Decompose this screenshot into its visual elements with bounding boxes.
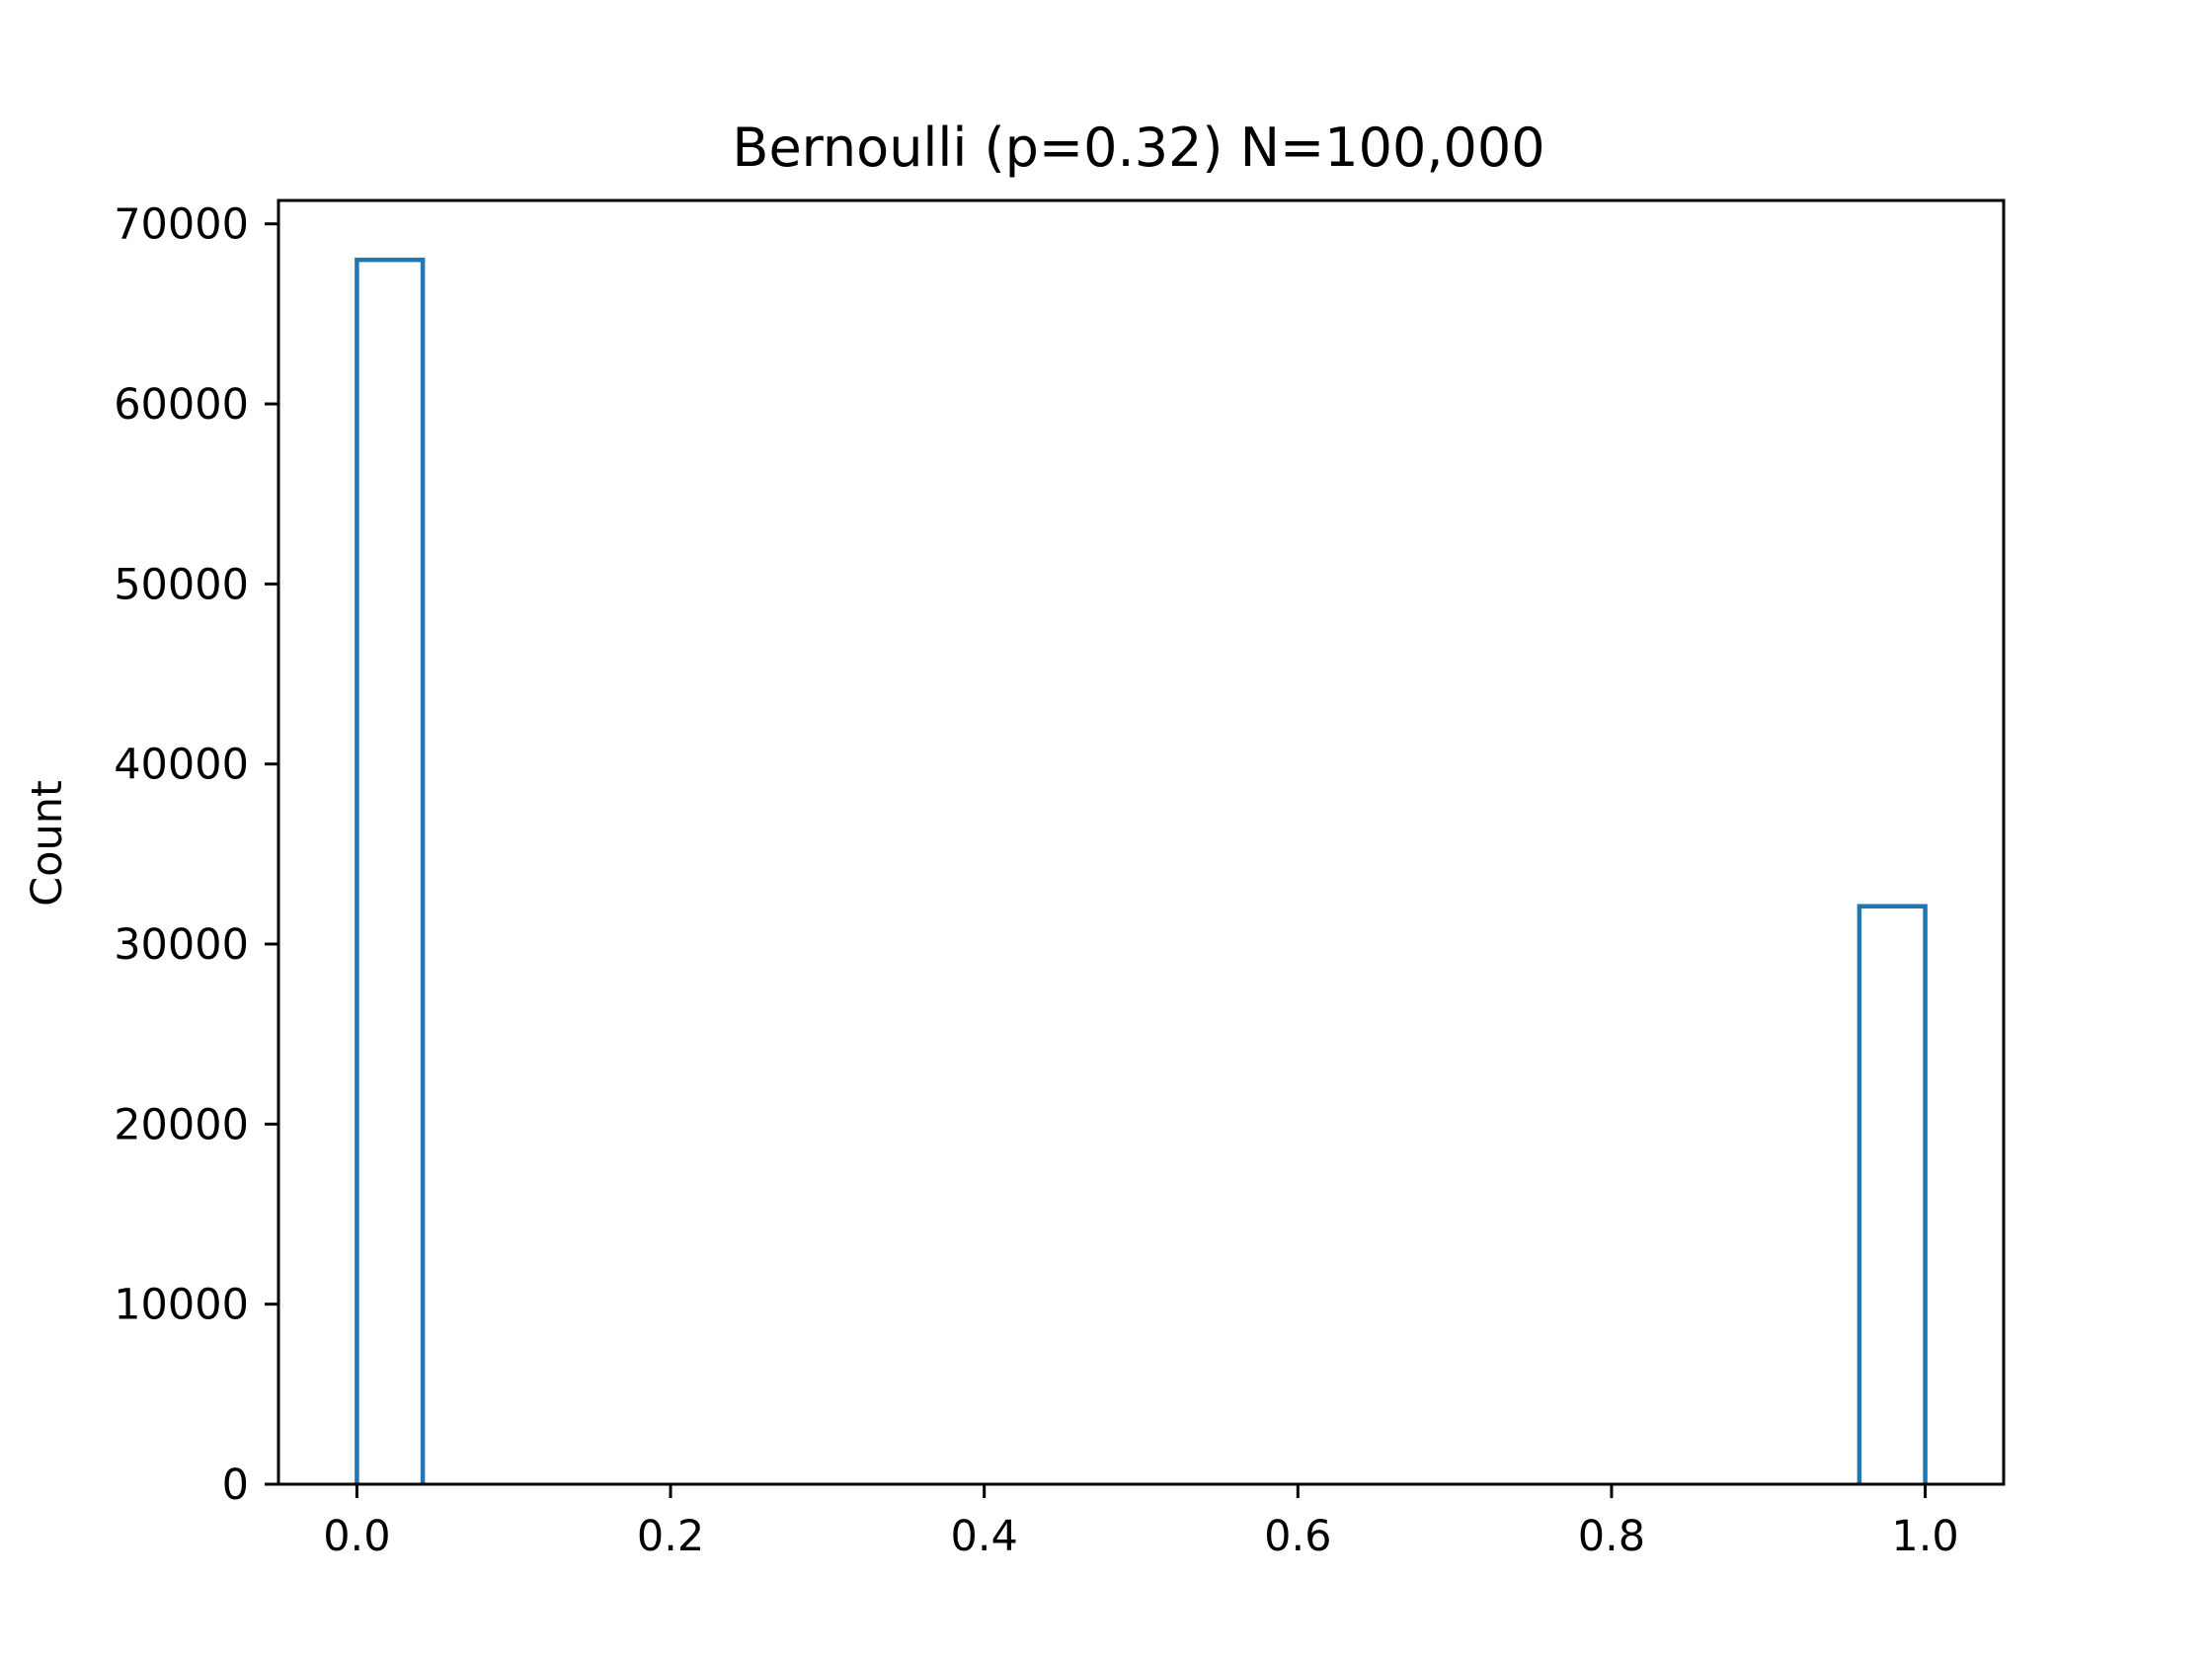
y-tick-label-6: 60000 — [114, 380, 249, 430]
bars-group — [355, 257, 1928, 1484]
x-tick-label-1: 0.2 — [637, 1512, 704, 1561]
y-tick-label-3: 30000 — [114, 920, 249, 970]
y-tick-label-0: 0 — [222, 1461, 249, 1510]
x-tick-label-2: 0.4 — [950, 1512, 1017, 1561]
y-axis-ticks: 0 10000 20000 30000 40000 50000 60000 70000 — [114, 200, 278, 1510]
x-axis-ticks: 0.0 0.2 0.4 0.6 0.8 1.0 — [323, 1484, 1959, 1561]
y-tick-label-4: 40000 — [114, 741, 249, 790]
x-tick-label-0: 0.0 — [323, 1512, 390, 1561]
x-tick-label-5: 1.0 — [1891, 1512, 1958, 1561]
y-tick-label-7: 70000 — [114, 200, 249, 250]
y-tick-label-5: 50000 — [114, 560, 249, 609]
y-axis-label: Count — [23, 780, 72, 907]
y-tick-label-2: 20000 — [114, 1100, 249, 1149]
histogram-bar-1 — [1856, 904, 1928, 1484]
plot-area-frame — [276, 198, 2006, 1486]
y-tick-label-1: 10000 — [114, 1281, 249, 1330]
x-tick-label-4: 0.8 — [1578, 1512, 1645, 1561]
x-tick-label-3: 0.6 — [1264, 1512, 1331, 1561]
histogram-bar-0 — [355, 257, 426, 1484]
chart-title: Bernoulli (p=0.32) N=100,000 — [732, 117, 1544, 179]
